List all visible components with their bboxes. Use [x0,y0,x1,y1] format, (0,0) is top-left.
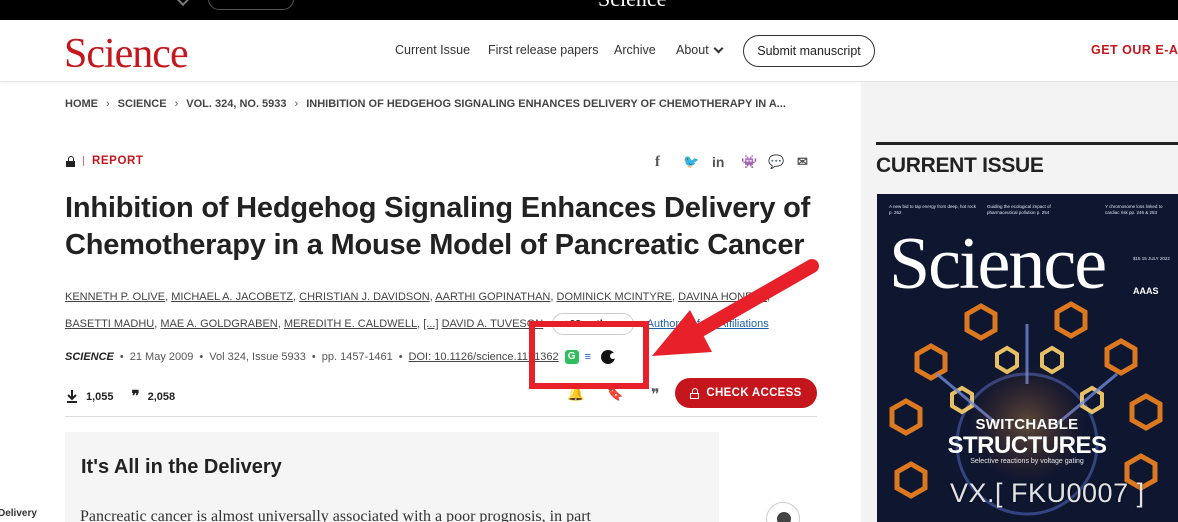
aaas-logo: AAAS [1133,286,1159,296]
author-link[interactable]: BASETTI MADHU [65,318,155,330]
article-type: REPORT [92,155,144,167]
download-icon [67,390,77,403]
email-icon[interactable]: ✉ [797,154,808,169]
reddit-icon[interactable]: 👾 [741,154,758,169]
divider [83,156,84,166]
cover-headline-line2: STRUCTURES [947,432,1107,459]
article-type-row: REPORT [66,155,144,167]
twitter-icon[interactable]: 🐦 [683,154,700,169]
cover-molecule-art [889,301,1163,516]
article-metrics: 1,055 ❞ 2,058 [66,387,175,406]
breadcrumb-volume[interactable]: VOL. 324, NO. 5933 [186,98,287,110]
lock-icon [690,387,700,399]
nav-first-release[interactable]: First release papers [488,43,599,57]
journal-cover[interactable]: A new bid to tap energy from deep, hot r… [877,194,1178,522]
cover-headline: SWITCHABLE STRUCTURES Selective reaction… [937,416,1117,467]
separator-dot: • [119,351,124,363]
top-pill-button[interactable] [208,0,294,10]
chevron-down-icon [713,43,724,53]
breadcrumb-home[interactable]: HOME [65,98,98,110]
citation-meta: SCIENCE • 21 May 2009 • Vol 324, Issue 5… [65,350,616,364]
nav-about[interactable]: About [676,43,724,57]
author-link[interactable]: DAVINA HONESS [678,291,768,303]
breadcrumb-article: INHIBITION OF HEDGEHOG SIGNALING ENHANCE… [306,98,786,110]
info-icon [777,512,791,522]
citation-count: 2,058 [147,390,176,403]
lock-icon [66,155,75,167]
download-count: 1,055 [86,390,114,403]
chevron-right-icon: › [294,98,299,110]
breadcrumb: HOME › SCIENCE › VOL. 324, NO. 5933 › IN… [65,98,786,110]
breadcrumb-science[interactable]: SCIENCE [117,98,167,110]
chevron-right-icon: › [106,98,110,110]
author-link[interactable]: DOMINICK MCINTYRE [556,291,673,303]
cover-teaser: A new bid to tap energy from deep, hot r… [889,204,977,215]
cover-date: $15 15 JULY 2022 [1133,256,1170,261]
facebook-icon[interactable]: f [655,154,660,170]
author-link[interactable]: CHRISTIAN J. DAVIDSON [299,291,430,303]
article-title-line2: Chemotherapy in a Mouse Model of Pancrea… [65,229,805,261]
publish-date: 21 May 2009 [129,351,194,363]
wechat-icon[interactable]: 💬 [768,154,785,169]
linkedin-icon[interactable]: in [712,154,725,170]
quote-icon: ❞ [131,389,140,405]
get-ealerts-link[interactable]: GET OUR E-ALE [1091,43,1178,57]
check-access-label: CHECK ACCESS [706,387,802,399]
bookmark-icon[interactable]: 🔖 [606,385,624,401]
cite-icon[interactable]: ❞ [651,387,660,404]
cover-headline-line3: Selective reactions by voltage gating [970,458,1084,466]
nav-archive[interactable]: Archive [614,43,656,57]
author-list: KENNETH P. OLIVE, MICHAEL A. JACOBETZ, C… [65,284,825,338]
annotation-highlight-box [529,321,649,389]
cover-logo: Science [889,223,1107,305]
editor-summary-text: Pancreatic cancer is almost universally … [80,508,591,522]
page-range: pp. 1457-1461 [321,351,393,363]
left-panel-text: Delivery [0,508,37,519]
altmetric-icon[interactable] [600,350,616,364]
sidebar-rule [876,142,1178,145]
nav-current-issue[interactable]: Current Issue [395,43,471,57]
author-link[interactable]: MAE A. GOLDGRABEN [160,318,278,330]
author-link[interactable]: AARTHI GOPINATHAN [435,291,551,303]
check-access-button[interactable]: CHECK ACCESS [675,378,817,408]
top-bar: Science [0,0,1178,20]
doi-link[interactable]: DOI: 10.1126/science.1171362 [408,351,559,363]
journal-name: SCIENCE [65,351,114,363]
author-link[interactable]: [...] [423,318,439,330]
submit-manuscript-button[interactable]: Submit manuscript [743,35,875,67]
separator-dot: • [199,351,204,363]
google-scholar-icon[interactable]: G [564,350,579,364]
science-logo[interactable]: Science [64,31,189,77]
bell-icon[interactable]: 🔔 [567,385,585,401]
current-issue-heading: CURRENT ISSUE [876,154,1044,177]
cover-teaser: Guiding the ecological impact of pharmac… [987,204,1051,215]
author-link[interactable]: MICHAEL A. JACOBETZ [171,291,294,303]
divider [65,416,817,417]
site-header: Science Current Issue First release pape… [0,20,1178,82]
separator-dot: • [311,351,316,363]
top-logo: Science [598,0,666,12]
author-link[interactable]: MEREDITH E. CALDWELL [283,318,418,330]
separator-dot: • [398,351,403,363]
watermark: VX.[ FKU0007 ] [950,478,1145,508]
article-title: Inhibition of Hedgehog Signaling Enhance… [65,190,825,264]
author-link[interactable]: KENNETH P. OLIVE [65,291,166,303]
volume-issue[interactable]: Vol 324, Issue 5933 [209,351,306,363]
info-button[interactable] [766,502,800,522]
dimensions-icon[interactable]: ≡ [584,351,591,363]
affiliations-link[interactable]: Authors Info & Affiliations [646,318,769,330]
author-link[interactable]: DAVID A. TUVESON [441,318,544,330]
chevron-icon[interactable] [175,0,191,7]
nav-about-label: About [676,43,709,57]
editor-summary-title: It's All in the Delivery [81,456,282,478]
chevron-right-icon: › [174,98,179,110]
article-title-line1: Inhibition of Hedgehog Signaling Enhance… [65,192,811,224]
cover-teaser: Y chromosome loss linked to cardiac risk… [1105,204,1163,215]
editor-summary-box [65,432,719,522]
cover-headline-line1: SWITCHABLE [975,416,1079,433]
